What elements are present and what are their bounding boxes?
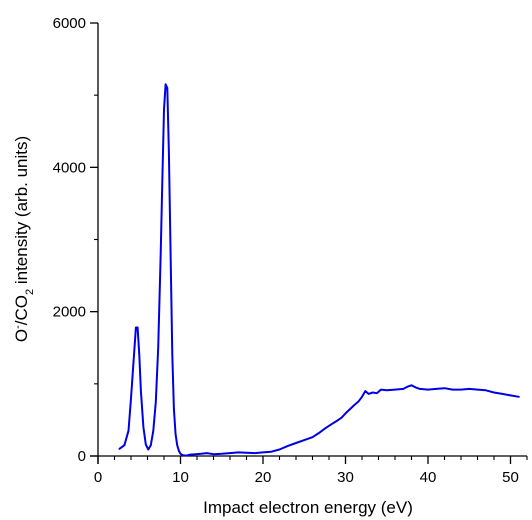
axes xyxy=(90,22,528,464)
x-axis-title: Impact electron energy (eV) xyxy=(203,498,413,517)
x-tick-label: 40 xyxy=(420,469,437,486)
series-line-1 xyxy=(118,83,520,457)
y-axis-title-part-3: intensity (arb. units) xyxy=(12,136,31,289)
x-tick-label: 10 xyxy=(172,469,189,486)
y-tick-label: 6000 xyxy=(53,15,86,32)
plot-area xyxy=(118,83,520,457)
x-tick-label: 50 xyxy=(502,469,519,486)
y-axis-title-subscript: 2 xyxy=(24,289,36,295)
y-axis-title-part-2: /CO xyxy=(12,295,31,325)
y-axis-title: O-/CO2 intensity (arb. units) xyxy=(12,136,36,342)
x-tick-label: 0 xyxy=(94,469,102,486)
y-tick-label: 0 xyxy=(78,448,86,465)
y-axis-title-part-1: O xyxy=(12,329,31,342)
tick-labels: 0 2000 4000 6000 0 10 20 30 40 50 xyxy=(53,15,519,486)
y-tick-label: 2000 xyxy=(53,304,86,321)
x-tick-label: 20 xyxy=(255,469,272,486)
y-tick-label: 4000 xyxy=(53,159,86,176)
x-tick-label: 30 xyxy=(337,469,354,486)
y-axis-title-superscript: - xyxy=(12,325,24,329)
